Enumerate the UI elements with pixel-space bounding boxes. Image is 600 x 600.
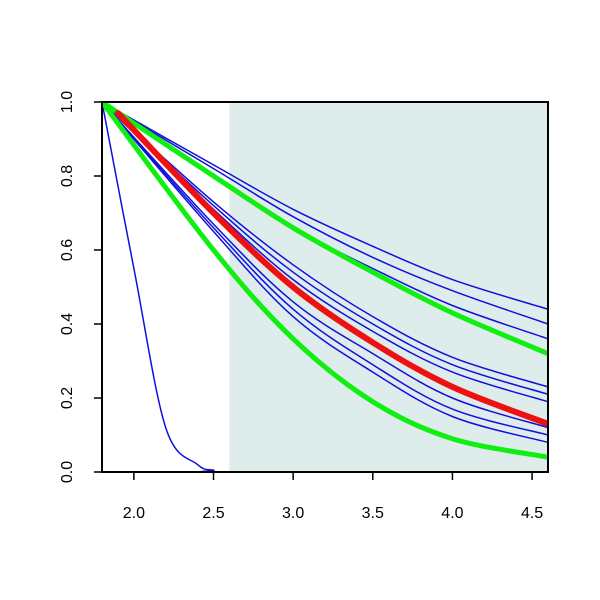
x-axis: 2.0 2.5 3.0 3.5 4.0 4.5 (123, 472, 543, 522)
plot-frame (101, 101, 549, 473)
x-tick-label: 4.5 (521, 505, 543, 522)
series-line-blue-10 (102, 101, 548, 444)
series-line-red-13 (114, 110, 548, 427)
series-line-blue-9 (102, 101, 548, 436)
series-layer (102, 101, 548, 473)
x-tick-label: 3.5 (362, 505, 384, 522)
y-axis: 0.0 0.2 0.4 0.6 0.8 1.0 (59, 91, 102, 483)
y-tick-label: 0.2 (59, 387, 76, 409)
series-line-blue-8 (102, 101, 548, 429)
x-tick-label: 2.5 (202, 505, 224, 522)
series-line-green-12 (102, 101, 548, 460)
y-tick-label: 0.4 (59, 313, 76, 335)
x-tick-label: 2.0 (123, 505, 145, 522)
y-tick-label: 0.0 (59, 461, 76, 483)
shaded-region (229, 102, 548, 472)
series-line-blue-5 (102, 101, 548, 388)
series-line-blue-2 (102, 101, 548, 310)
y-tick-label: 1.0 (59, 91, 76, 113)
x-tick-label: 3.0 (282, 505, 304, 522)
y-tick-label: 0.8 (59, 165, 76, 187)
y-tick-label: 0.6 (59, 239, 76, 261)
series-line-blue-3 (102, 101, 548, 325)
x-tick-label: 4.0 (441, 505, 463, 522)
series-line-green-11 (102, 101, 548, 357)
